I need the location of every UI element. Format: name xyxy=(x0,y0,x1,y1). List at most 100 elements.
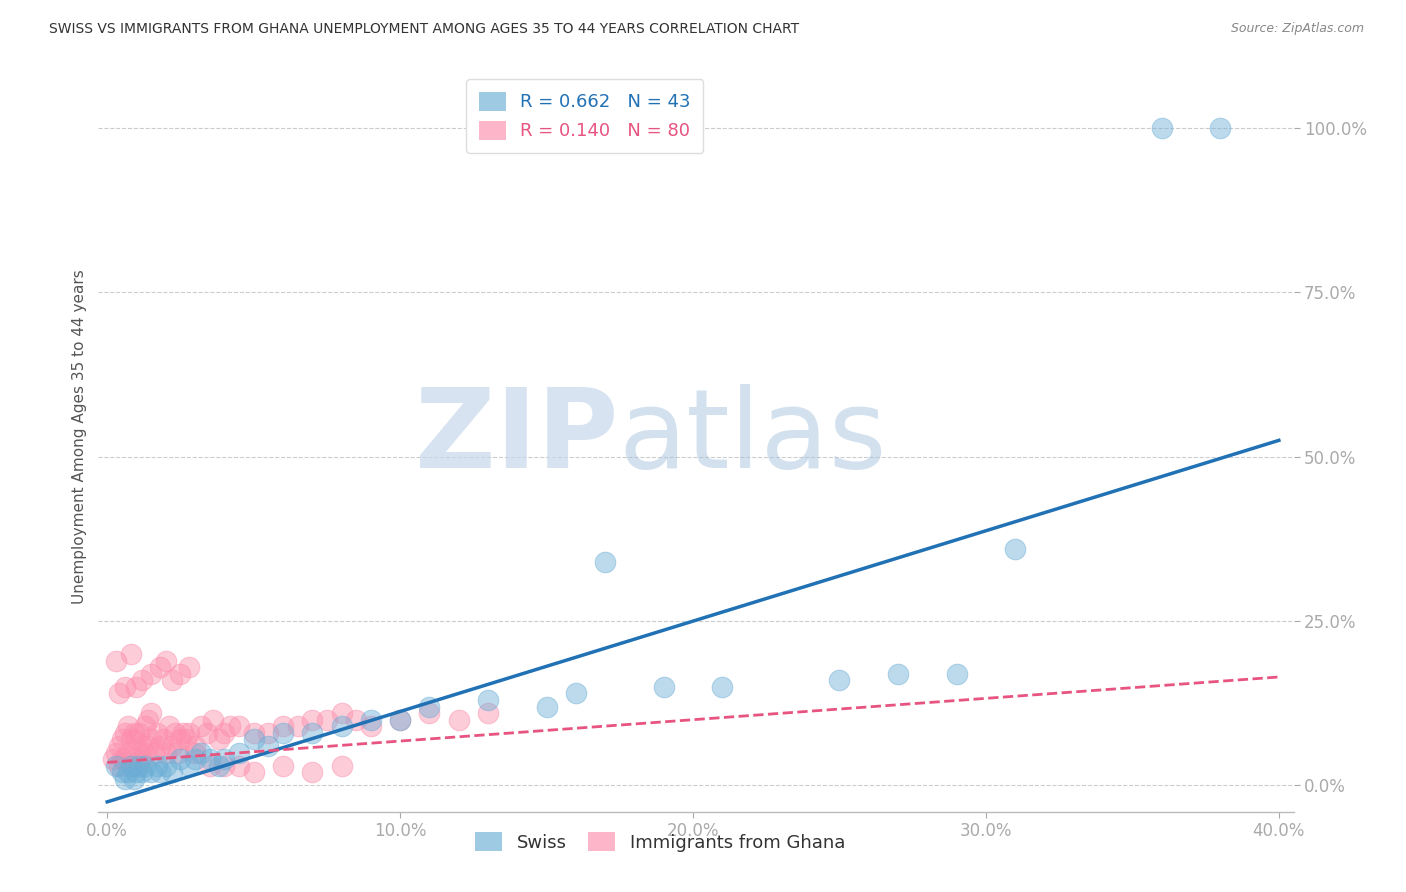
Point xyxy=(134,719,156,733)
Point xyxy=(136,739,159,753)
Point xyxy=(179,726,201,740)
Point xyxy=(169,666,191,681)
Point xyxy=(131,752,153,766)
Point xyxy=(120,758,142,772)
Point xyxy=(214,752,236,766)
Point xyxy=(149,660,172,674)
Point xyxy=(477,693,499,707)
Point xyxy=(114,680,136,694)
Point xyxy=(105,746,127,760)
Text: Source: ZipAtlas.com: Source: ZipAtlas.com xyxy=(1230,22,1364,36)
Point xyxy=(141,706,163,720)
Point xyxy=(184,752,207,766)
Point xyxy=(214,758,236,772)
Point xyxy=(169,732,191,747)
Point xyxy=(128,726,150,740)
Point xyxy=(114,772,136,786)
Point xyxy=(389,713,412,727)
Point xyxy=(160,739,183,753)
Point xyxy=(228,758,250,772)
Point xyxy=(143,746,166,760)
Point xyxy=(174,732,197,747)
Point xyxy=(207,758,229,772)
Point xyxy=(141,732,163,747)
Point xyxy=(179,758,201,772)
Point xyxy=(136,713,159,727)
Point xyxy=(160,673,183,688)
Text: SWISS VS IMMIGRANTS FROM GHANA UNEMPLOYMENT AMONG AGES 35 TO 44 YEARS CORRELATIO: SWISS VS IMMIGRANTS FROM GHANA UNEMPLOYM… xyxy=(49,22,800,37)
Point xyxy=(179,660,201,674)
Point xyxy=(149,765,172,780)
Point xyxy=(828,673,851,688)
Point xyxy=(152,732,174,747)
Point xyxy=(447,713,470,727)
Point xyxy=(155,746,177,760)
Point xyxy=(125,732,148,747)
Point xyxy=(330,706,353,720)
Point xyxy=(257,726,280,740)
Point xyxy=(565,686,588,700)
Point xyxy=(287,719,309,733)
Point xyxy=(157,719,180,733)
Point xyxy=(301,765,323,780)
Point xyxy=(155,654,177,668)
Point xyxy=(131,673,153,688)
Point xyxy=(128,758,150,772)
Point xyxy=(184,739,207,753)
Point xyxy=(111,765,134,780)
Point xyxy=(242,765,264,780)
Point xyxy=(105,758,127,772)
Point xyxy=(134,746,156,760)
Point xyxy=(146,758,169,772)
Point xyxy=(207,732,229,747)
Point xyxy=(120,647,142,661)
Point xyxy=(146,726,169,740)
Point xyxy=(169,752,191,766)
Point xyxy=(711,680,734,694)
Point xyxy=(1150,121,1173,136)
Point xyxy=(242,726,264,740)
Point xyxy=(101,752,124,766)
Legend: Swiss, Immigrants from Ghana: Swiss, Immigrants from Ghana xyxy=(468,824,852,859)
Point xyxy=(117,765,139,780)
Point xyxy=(120,732,142,747)
Point xyxy=(125,758,148,772)
Point xyxy=(1004,541,1026,556)
Point xyxy=(330,758,353,772)
Point xyxy=(149,739,172,753)
Point xyxy=(228,746,250,760)
Text: ZIP: ZIP xyxy=(415,384,619,491)
Point xyxy=(108,686,131,700)
Point xyxy=(418,699,440,714)
Point xyxy=(108,739,131,753)
Point xyxy=(120,758,142,772)
Point xyxy=(945,666,967,681)
Point xyxy=(198,758,221,772)
Point xyxy=(198,752,221,766)
Point xyxy=(652,680,675,694)
Point xyxy=(418,706,440,720)
Point xyxy=(108,758,131,772)
Point xyxy=(163,726,186,740)
Point xyxy=(360,713,382,727)
Point xyxy=(134,758,156,772)
Point xyxy=(201,713,224,727)
Point xyxy=(131,765,153,780)
Point xyxy=(190,719,212,733)
Point xyxy=(184,746,207,760)
Point xyxy=(536,699,558,714)
Point xyxy=(389,713,412,727)
Point xyxy=(122,752,145,766)
Point xyxy=(301,726,323,740)
Point xyxy=(155,758,177,772)
Point xyxy=(131,739,153,753)
Point xyxy=(1209,121,1232,136)
Point xyxy=(117,746,139,760)
Point xyxy=(122,772,145,786)
Point xyxy=(360,719,382,733)
Point xyxy=(128,746,150,760)
Point xyxy=(125,765,148,780)
Point xyxy=(214,726,236,740)
Point xyxy=(190,746,212,760)
Point xyxy=(117,719,139,733)
